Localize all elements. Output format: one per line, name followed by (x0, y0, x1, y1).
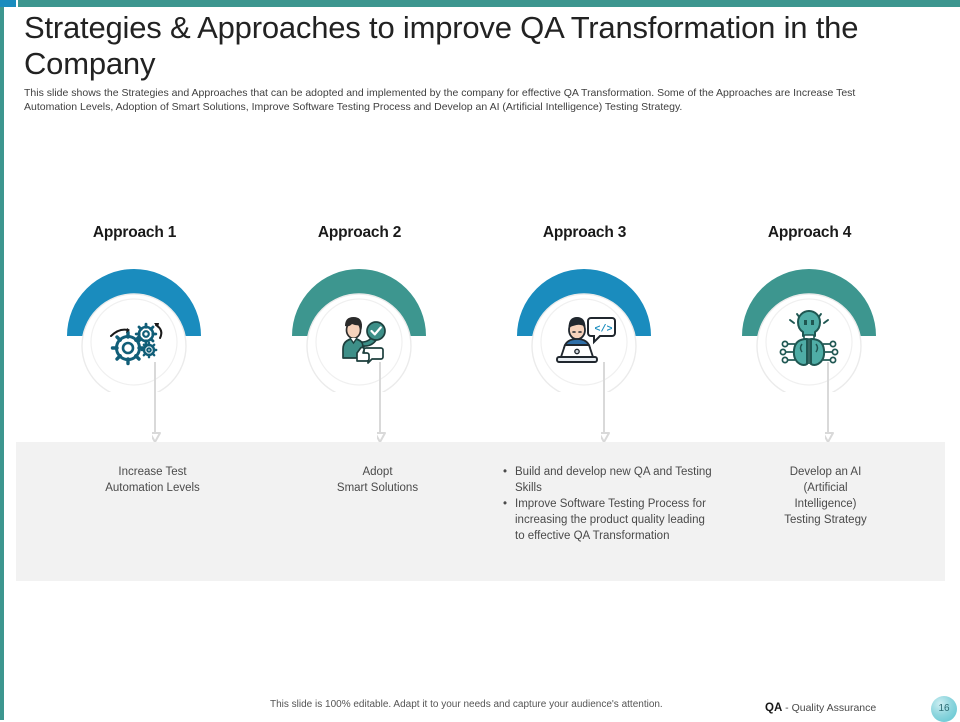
content-line: Smart Solutions (336, 482, 419, 494)
content-line: Intelligence) (794, 498, 857, 510)
approach-arc-circle-2 (292, 269, 426, 392)
legend-expansion: - Quality Assurance (782, 702, 877, 714)
approach-column-3[interactable]: Approach 3 </> (472, 224, 697, 392)
approach-arc-circle-1 (67, 269, 201, 392)
content-cell-4: Develop an AI (Artificial Intelligence) … (713, 442, 938, 581)
content-cell-1: Increase Test Automation Levels (40, 442, 265, 581)
content-line: Increase Test (118, 466, 187, 478)
content-line: Adopt (362, 466, 393, 478)
connector-arrow-3 (598, 362, 610, 444)
approach-column-4[interactable]: Approach 4 (697, 224, 922, 392)
approach-label-2: Approach 2 (317, 224, 402, 241)
approach-column-1[interactable]: Approach 1 (22, 224, 247, 392)
footer-note: This slide is 100% editable. Adapt it to… (270, 699, 663, 710)
content-line: (Artificial (803, 482, 848, 494)
approach-graphic-3: </> (472, 252, 697, 392)
approach-arc-circle-3: </> (517, 269, 651, 392)
legend-abbreviation: QA (765, 702, 783, 714)
list-item: • Build and develop new QA and Testing Sk… (489, 464, 714, 496)
footer-legend: QA - Quality Assurance (765, 702, 876, 714)
content-cell-3: • Build and develop new QA and Testing Sk… (489, 442, 714, 581)
content-text-1: Increase Test Automation Levels (40, 442, 265, 496)
gears-icon (110, 322, 163, 366)
svg-text:</>: </> (594, 324, 612, 336)
approach-graphic-4 (697, 252, 922, 392)
approach-label-4: Approach 4 (767, 224, 852, 241)
ai-brain-chip-icon (779, 310, 839, 366)
content-bullet-list-3: • Build and develop new QA and Testing Sk… (489, 442, 714, 544)
slide-header: Strategies & Approaches to improve QA Tr… (24, 10, 904, 114)
bullet-glyph: • (503, 498, 508, 510)
content-line: Testing Strategy (784, 514, 867, 526)
content-panel: Increase Test Automation Levels Adopt Sm… (16, 442, 945, 581)
approach-label-3: Approach 3 (542, 224, 627, 241)
approach-label-1: Approach 1 (92, 224, 177, 241)
page-title: Strategies & Approaches to improve QA Tr… (24, 10, 859, 81)
content-text-2: Adopt Smart Solutions (265, 442, 490, 496)
top-accent-bar-blue (0, 0, 16, 7)
list-item-text: Improve Software Testing Process for inc… (515, 498, 706, 542)
top-accent-bar-teal (18, 0, 960, 7)
approach-column-2[interactable]: Approach 2 (247, 224, 472, 392)
approach-graphic-2 (247, 252, 472, 392)
slide-description: This slide shows the Strategies and Appr… (24, 87, 856, 113)
content-cell-2: Adopt Smart Solutions (265, 442, 490, 581)
content-text-4: Develop an AI (Artificial Intelligence) … (713, 442, 938, 528)
list-item-text: Build and develop new QA and Testing Ski… (515, 466, 712, 494)
developer-code-icon: </> (556, 317, 616, 363)
connector-arrow-2 (374, 362, 386, 444)
left-accent-bar (0, 7, 4, 720)
connector-arrow-1 (149, 362, 161, 444)
list-item: • Improve Software Testing Process for in… (489, 496, 714, 544)
approach-arc-circle-4 (742, 269, 876, 392)
connector-arrow-4 (822, 362, 834, 444)
page-number-badge: 16 (931, 696, 957, 722)
content-line: Develop an AI (789, 466, 862, 478)
bullet-glyph: • (503, 466, 508, 478)
approach-graphic-1 (22, 252, 247, 392)
person-approval-icon (342, 317, 386, 364)
content-line: Automation Levels (105, 482, 200, 494)
